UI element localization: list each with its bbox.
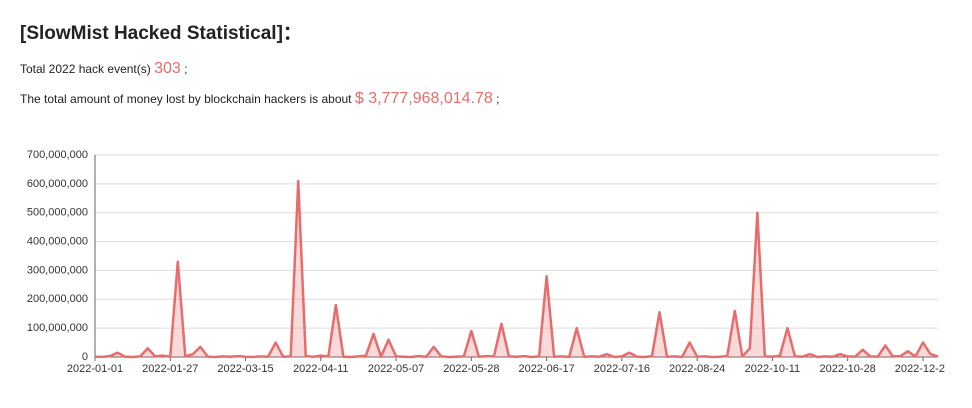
y-tick-label: 100,000,000 [27, 322, 88, 334]
y-tick-label: 0 [82, 351, 88, 363]
x-tick-label: 2022-05-28 [443, 363, 499, 375]
events-value: 303 [154, 60, 181, 77]
x-tick-label: 2022-08-24 [669, 363, 725, 375]
events-label: Total 2022 hack event(s) [20, 62, 151, 76]
y-tick-label: 400,000,000 [27, 235, 88, 247]
x-tick-label: 2022-01-01 [67, 363, 123, 375]
events-line: Total 2022 hack event(s) 303 ; [20, 60, 187, 78]
y-tick-label: 600,000,000 [27, 178, 88, 190]
data-line [94, 179, 939, 359]
x-tick-label: 2022-10-28 [820, 363, 876, 375]
x-tick-label: 2022-12-29 [895, 363, 945, 375]
chart: 0 100,000,000 200,000,000 300,000,000 400,00… [27, 149, 945, 375]
page-title: [SlowMist Hacked Statistical]： [20, 23, 302, 44]
money-end: ; [496, 92, 500, 106]
money-label: The total amount of money lost by blockc… [20, 92, 352, 106]
y-tick-label: 200,000,000 [27, 293, 88, 305]
x-tick-label: 2022-05-07 [368, 363, 424, 375]
x-tick-label: 2022-10-11 [745, 363, 800, 375]
x-tick-label: 2022-04-11 [293, 363, 348, 375]
x-tick-label: 2022-03-15 [217, 363, 273, 375]
money-line: The total amount of money lost by blockc… [20, 90, 499, 108]
y-tick-label: 700,000,000 [27, 149, 88, 161]
y-tick-label: 500,000,000 [27, 207, 88, 219]
events-end: ; [184, 62, 188, 76]
y-tick-label: 300,000,000 [27, 264, 88, 276]
x-tick-label: 2022-07-16 [594, 363, 650, 375]
x-tick-label: 2022-01-27 [142, 363, 198, 375]
money-value: $ 3,777,968,014.78 [354, 90, 493, 107]
x-tick-label: 2022-06-17 [518, 363, 574, 375]
data-area [95, 180, 938, 357]
